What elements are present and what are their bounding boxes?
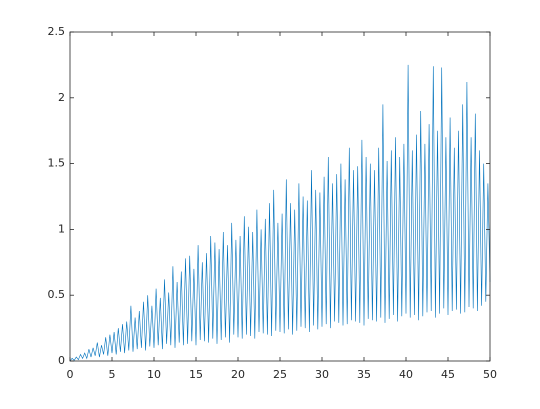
data-line [69,64,491,362]
y-tick-label: 0 [58,354,65,367]
y-tick-label: 1 [58,222,65,235]
x-tick-label: 20 [231,368,245,381]
x-tick-label: 45 [441,368,455,381]
x-tick-label: 30 [315,368,329,381]
y-tick-label: 2 [58,91,65,104]
x-tick-label: 50 [483,368,497,381]
x-tick-label: 0 [67,368,74,381]
x-tick-label: 40 [399,368,413,381]
y-tick-label: 0.5 [48,288,66,301]
x-tick-label: 25 [273,368,287,381]
y-tick-label: 1.5 [48,157,66,170]
x-tick-label: 5 [109,368,116,381]
y-tick-label: 2.5 [48,25,66,38]
x-tick-label: 15 [189,368,203,381]
x-tick-label: 10 [147,368,161,381]
x-tick-label: 35 [357,368,371,381]
